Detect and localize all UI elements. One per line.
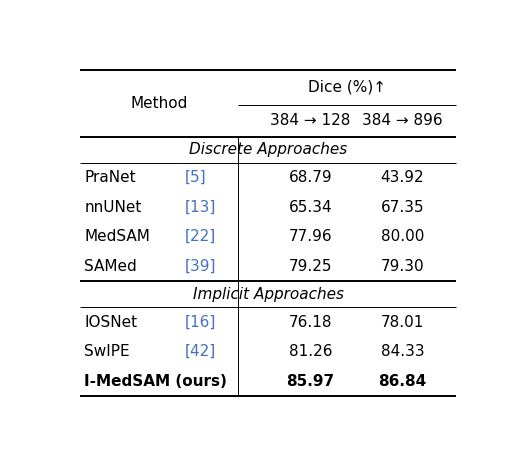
Text: Method: Method <box>131 96 188 110</box>
Text: 78.01: 78.01 <box>381 315 424 329</box>
Text: 81.26: 81.26 <box>288 344 332 359</box>
Text: 68.79: 68.79 <box>288 170 332 185</box>
Text: 80.00: 80.00 <box>381 229 424 244</box>
Text: IOSNet: IOSNet <box>85 315 138 329</box>
Text: Dice (%)↑: Dice (%)↑ <box>309 80 386 95</box>
Text: [42]: [42] <box>185 344 216 359</box>
Text: 79.30: 79.30 <box>381 259 424 274</box>
Text: [5]: [5] <box>185 170 206 185</box>
Text: [16]: [16] <box>185 315 216 329</box>
Text: 79.25: 79.25 <box>288 259 332 274</box>
Text: [13]: [13] <box>185 200 216 215</box>
Text: MedSAM: MedSAM <box>85 229 150 244</box>
Text: PraNet: PraNet <box>85 170 136 185</box>
Text: 67.35: 67.35 <box>381 200 424 215</box>
Text: 384 → 896: 384 → 896 <box>362 113 443 128</box>
Text: 43.92: 43.92 <box>381 170 424 185</box>
Text: 85.97: 85.97 <box>286 374 334 389</box>
Text: 77.96: 77.96 <box>288 229 332 244</box>
Text: Discrete Approaches: Discrete Approaches <box>189 142 348 157</box>
Text: I-MedSAM (ours): I-MedSAM (ours) <box>85 374 228 389</box>
Text: 86.84: 86.84 <box>378 374 427 389</box>
Text: nnUNet: nnUNet <box>85 200 142 215</box>
Text: [39]: [39] <box>185 259 216 274</box>
Text: 76.18: 76.18 <box>288 315 332 329</box>
Text: 384 → 128: 384 → 128 <box>270 113 351 128</box>
Text: SwIPE: SwIPE <box>85 344 130 359</box>
Text: 65.34: 65.34 <box>288 200 332 215</box>
Text: [22]: [22] <box>185 229 216 244</box>
Text: SAMed: SAMed <box>85 259 137 274</box>
Text: Implicit Approaches: Implicit Approaches <box>193 286 344 302</box>
Text: 84.33: 84.33 <box>381 344 424 359</box>
